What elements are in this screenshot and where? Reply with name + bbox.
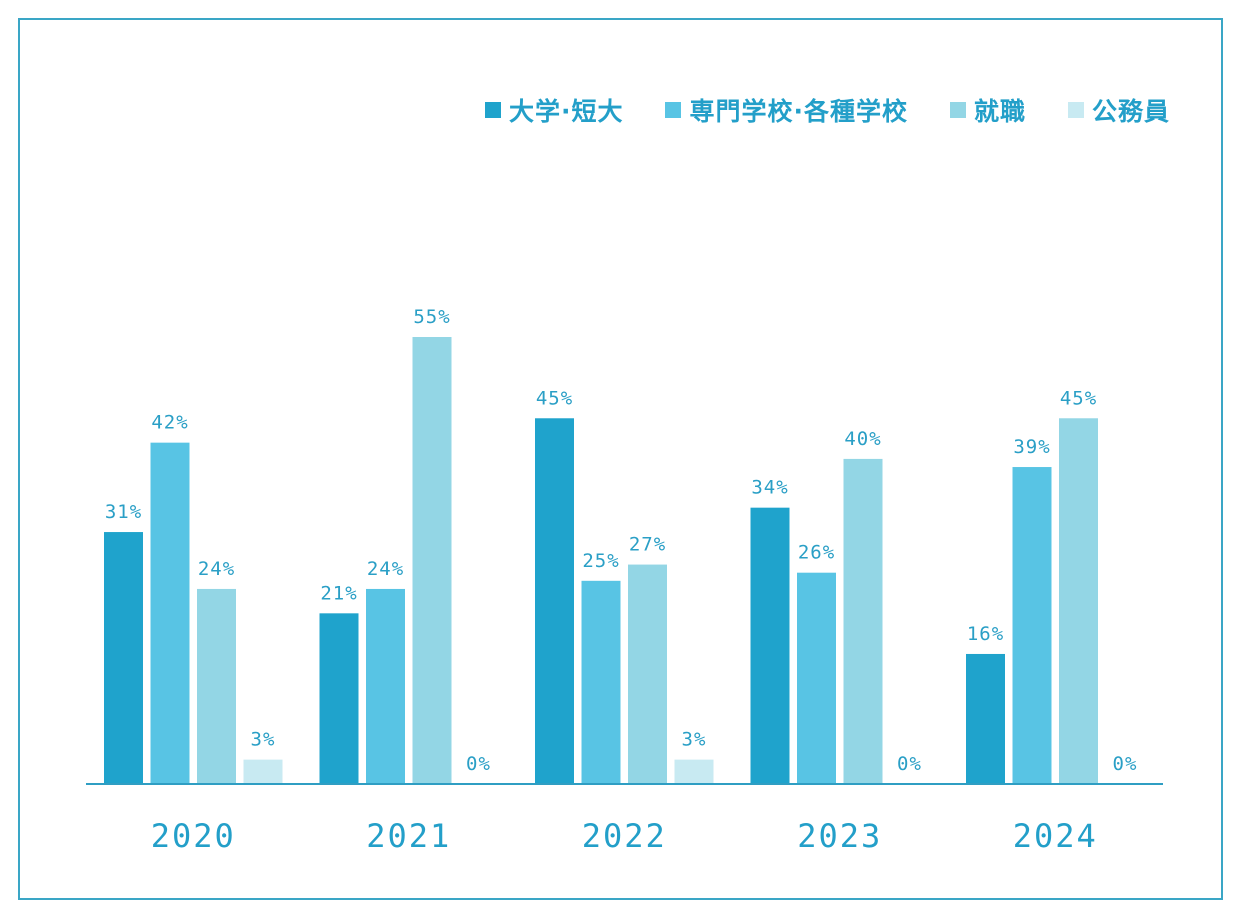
- data-label-2023-series-2: 40%: [844, 428, 881, 450]
- bar-2021-series-1: [366, 588, 405, 784]
- legend-swatch-university: [484, 102, 501, 118]
- legend-label-civil-servant: 公務員: [1091, 97, 1170, 126]
- data-label-2020-series-1: 42%: [151, 412, 188, 434]
- chart-legend: 大学·短大 専門学校·各種学校 就職 公務員: [484, 92, 1170, 128]
- data-label-2021-series-1: 24%: [367, 558, 404, 580]
- data-label-2022-series-0: 45%: [536, 387, 573, 409]
- legend-item-vocational: 専門学校·各種学校: [665, 92, 908, 128]
- data-label-2021-series-3: 0%: [466, 753, 491, 775]
- bar-2022-series-3: [674, 759, 714, 784]
- bar-2021-series-0: [319, 613, 359, 784]
- legend-item-civil-servant: 公務員: [1067, 92, 1170, 128]
- bar-2024-series-2: [1059, 418, 1098, 784]
- x-tick-label-2023: 2023: [797, 817, 882, 855]
- x-tick-label-2020: 2020: [151, 817, 236, 855]
- data-label-2020-series-2: 24%: [198, 558, 235, 580]
- data-label-2021-series-2: 55%: [413, 306, 450, 328]
- data-label-2024-series-0: 16%: [967, 623, 1004, 645]
- legend-swatch-civil-servant: [1067, 102, 1084, 118]
- data-label-2022-series-3: 3%: [682, 729, 707, 751]
- data-label-2023-series-0: 34%: [751, 477, 788, 499]
- bar-2020-series-3: [243, 759, 283, 784]
- legend-label-employment: 就職: [973, 97, 1026, 126]
- data-label-2023-series-3: 0%: [897, 753, 922, 775]
- bar-2022-series-2: [628, 564, 667, 784]
- bar-2024-series-1: [1012, 467, 1052, 784]
- bar-2020-series-2: [197, 588, 236, 784]
- bar-2021-series-2: [412, 337, 452, 784]
- legend-swatch-vocational: [665, 102, 682, 118]
- x-tick-label-2021: 2021: [366, 817, 451, 855]
- data-label-2024-series-2: 45%: [1060, 387, 1097, 409]
- bar-2020-series-0: [104, 532, 143, 784]
- data-label-2022-series-1: 25%: [582, 550, 619, 572]
- bar-2023-series-2: [843, 458, 883, 784]
- legend-swatch-employment: [949, 102, 966, 118]
- chart-frame: [18, 18, 1223, 900]
- data-label-2024-series-1: 39%: [1013, 436, 1050, 458]
- bar-2022-series-1: [581, 580, 621, 784]
- legend-item-employment: 就職: [949, 92, 1026, 128]
- data-label-2020-series-3: 3%: [251, 729, 276, 751]
- x-tick-label-2024: 2024: [1013, 817, 1098, 855]
- data-label-2022-series-2: 27%: [629, 534, 666, 556]
- bar-2023-series-0: [750, 507, 790, 784]
- data-label-2020-series-0: 31%: [105, 501, 142, 523]
- data-label-2023-series-1: 26%: [798, 542, 835, 564]
- bar-2022-series-0: [535, 418, 574, 784]
- bar-2023-series-1: [797, 572, 836, 784]
- bar-2024-series-0: [966, 653, 1005, 784]
- data-label-2021-series-0: 21%: [320, 582, 357, 604]
- data-label-2024-series-3: 0%: [1113, 753, 1138, 775]
- bar-2020-series-1: [150, 442, 190, 784]
- x-tick-label-2022: 2022: [582, 817, 667, 855]
- legend-item-university: 大学·短大: [484, 92, 624, 128]
- legend-label-vocational: 専門学校·各種学校: [689, 97, 908, 126]
- legend-label-university: 大学·短大: [508, 97, 624, 126]
